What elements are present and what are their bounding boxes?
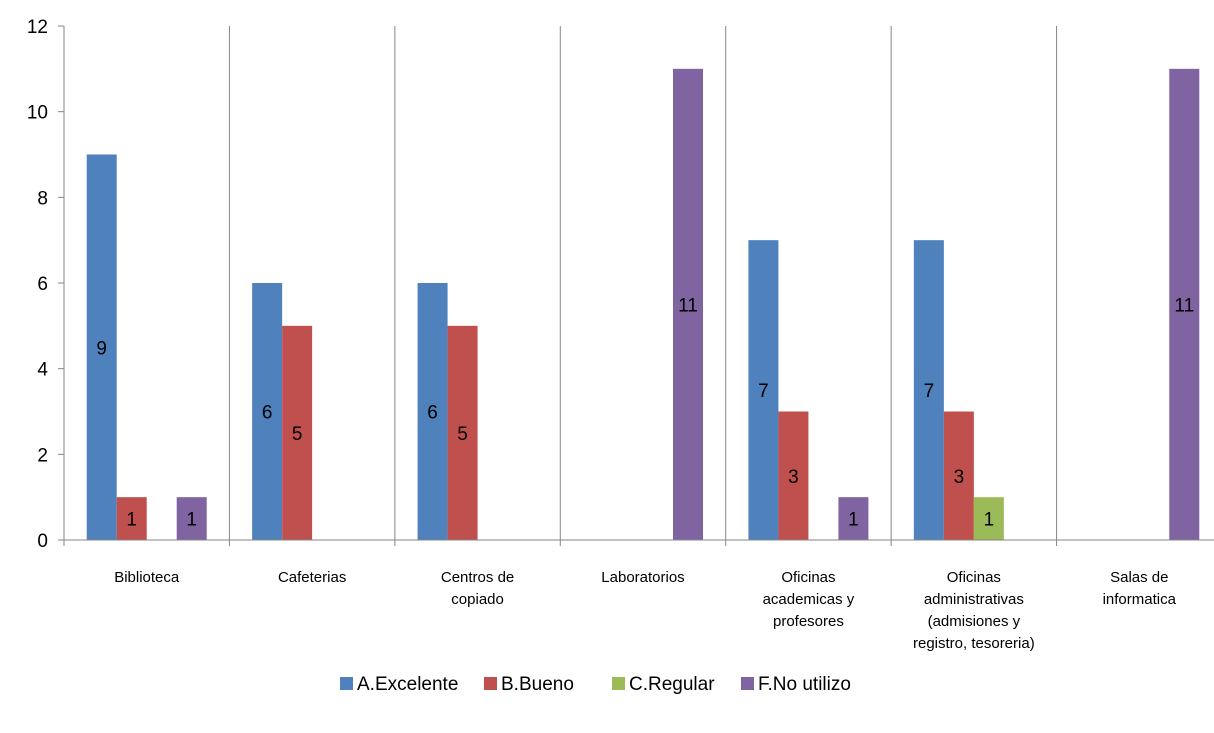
- bar: [86, 154, 117, 540]
- data-label: 1: [186, 510, 197, 531]
- bar: [913, 240, 944, 540]
- y-tick-label: 8: [37, 188, 48, 209]
- x-tick-label-line: academicas y: [763, 591, 855, 608]
- y-tick-label: 12: [27, 17, 48, 38]
- x-tick-label-line: Laboratorios: [601, 569, 684, 586]
- data-label: 5: [457, 424, 468, 445]
- x-tick-label-line: registro, tesoreria): [913, 635, 1035, 652]
- data-label: 1: [984, 510, 995, 531]
- legend-swatch: [340, 677, 353, 690]
- legend-item: A.Excelente: [340, 674, 458, 695]
- bar: [943, 411, 974, 540]
- data-label: 7: [924, 381, 935, 402]
- y-tick-label: 4: [37, 360, 48, 381]
- x-tick-label-line: (admisiones y: [928, 613, 1021, 630]
- legend-label: B.Bueno: [501, 674, 574, 695]
- x-tick-label-line: Biblioteca: [114, 569, 180, 586]
- bar: [748, 240, 779, 540]
- y-axis-ticks: 0 2 4 6 8 10 12: [27, 17, 64, 552]
- x-tick-label: Cafeterias: [278, 569, 346, 586]
- x-tick-label: Biblioteca: [114, 569, 180, 586]
- x-tick-label-line: administrativas: [924, 591, 1024, 608]
- y-tick-label: 6: [37, 274, 48, 295]
- legend-label: A.Excelente: [357, 674, 458, 695]
- x-tick-label-line: Oficinas: [947, 569, 1001, 586]
- x-tick-label: Oficinas academicas y profesores: [763, 569, 855, 630]
- x-tick-label: Centros de copiado: [441, 569, 514, 608]
- x-tick-label: Laboratorios: [601, 569, 684, 586]
- x-tick-label-line: Oficinas: [781, 569, 835, 586]
- data-label: 6: [427, 403, 438, 424]
- data-label: 11: [1174, 295, 1194, 316]
- data-label: 1: [848, 510, 859, 531]
- legend-label: F.No utilizo: [758, 674, 851, 695]
- data-label: 3: [788, 467, 799, 488]
- bar: [116, 497, 147, 540]
- legend-swatch: [484, 677, 497, 690]
- bar: [176, 497, 207, 540]
- axes: [63, 26, 1214, 546]
- legend-swatch: [612, 677, 625, 690]
- legend-item: C.Regular: [612, 674, 715, 695]
- x-tick-label-line: informatica: [1103, 591, 1177, 608]
- x-tick-label: Salas de informatica: [1103, 569, 1177, 608]
- bar: [252, 283, 283, 540]
- y-tick-label: 2: [37, 445, 48, 466]
- bars: [86, 68, 1200, 540]
- grid-lines: [228, 26, 1058, 540]
- x-tick-label-line: Cafeterias: [278, 569, 346, 586]
- bar: [282, 325, 313, 540]
- y-tick-label: 10: [27, 103, 48, 124]
- legend-label: C.Regular: [629, 674, 715, 695]
- x-tick-label-line: copiado: [451, 591, 504, 608]
- legend-item: B.Bueno: [484, 674, 574, 695]
- data-label: 6: [262, 403, 273, 424]
- data-label: 3: [954, 467, 965, 488]
- x-tick-label-line: Salas de: [1110, 569, 1168, 586]
- data-label: 1: [126, 510, 137, 531]
- data-label: 7: [758, 381, 769, 402]
- data-label: 5: [292, 424, 303, 445]
- legend-swatch: [741, 677, 754, 690]
- y-tick-label: 0: [37, 531, 48, 552]
- bar: [1169, 68, 1200, 540]
- bar: [838, 497, 869, 540]
- data-label: 11: [678, 295, 698, 316]
- bar: [673, 68, 703, 540]
- x-tick-label-line: Centros de: [441, 569, 514, 586]
- x-axis-labels: Biblioteca Cafeterias Centros de copiado Lab…: [114, 569, 1176, 652]
- bar: [447, 325, 478, 540]
- bar: [417, 283, 448, 540]
- bar: [778, 411, 809, 540]
- bar: [973, 497, 1004, 540]
- legend: A.Excelente B.Bueno C.Regular F.No utilizo: [340, 674, 851, 695]
- x-tick-label: Oficinas administrativas (admisiones y regi…: [913, 569, 1035, 652]
- legend-item: F.No utilizo: [741, 674, 851, 695]
- x-tick-label-line: profesores: [773, 613, 844, 630]
- data-label: 9: [96, 338, 107, 359]
